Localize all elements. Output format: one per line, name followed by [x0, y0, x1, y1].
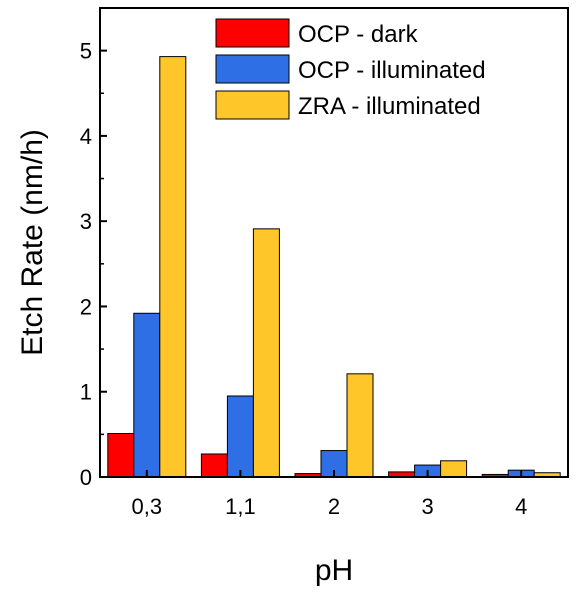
bar-ocp-illuminated-0: [133, 312, 161, 478]
legend-swatch: [215, 18, 290, 48]
legend-label: ZRA - illuminated: [298, 93, 481, 120]
y-tick-label: 5: [80, 39, 92, 64]
y-tick-label: 4: [80, 124, 92, 149]
y-axis: 0 1 2 3 4 5: [80, 39, 107, 490]
bar-ocp-illuminated-1: [226, 395, 254, 478]
bar-zra-illuminated-1: [252, 228, 280, 478]
bar-ocp-dark-1: [200, 453, 228, 478]
legend-swatch: [215, 90, 290, 120]
bar-zra-illuminated-0: [159, 56, 187, 478]
y-tick-label: 2: [80, 294, 92, 319]
y-tick-label: 3: [80, 209, 92, 234]
x-tick-label: 4: [515, 494, 527, 519]
legend-label: OCP - dark: [298, 21, 419, 48]
y-tick-label: 0: [80, 465, 92, 490]
y-axis-title: Etch Rate (nm/h): [16, 129, 49, 356]
legend-swatch: [215, 54, 290, 84]
x-tick-label: 2: [328, 494, 340, 519]
x-axis-title: pH: [315, 554, 353, 587]
legend: OCP - dark OCP - illuminated ZRA - illumin…: [215, 18, 486, 120]
y-tick-label: 1: [80, 380, 92, 405]
x-tick-label: 1,1: [225, 494, 256, 519]
bar-zra-illuminated-2: [346, 373, 374, 478]
legend-label: OCP - illuminated: [298, 57, 486, 84]
x-tick-label: 0,3: [132, 494, 163, 519]
x-tick-label: 3: [421, 494, 433, 519]
bar-zra-illuminated-3: [440, 460, 468, 478]
x-axis: 0,3 1,1 2 3 4: [132, 470, 527, 519]
bar-ocp-dark-0: [107, 433, 135, 478]
